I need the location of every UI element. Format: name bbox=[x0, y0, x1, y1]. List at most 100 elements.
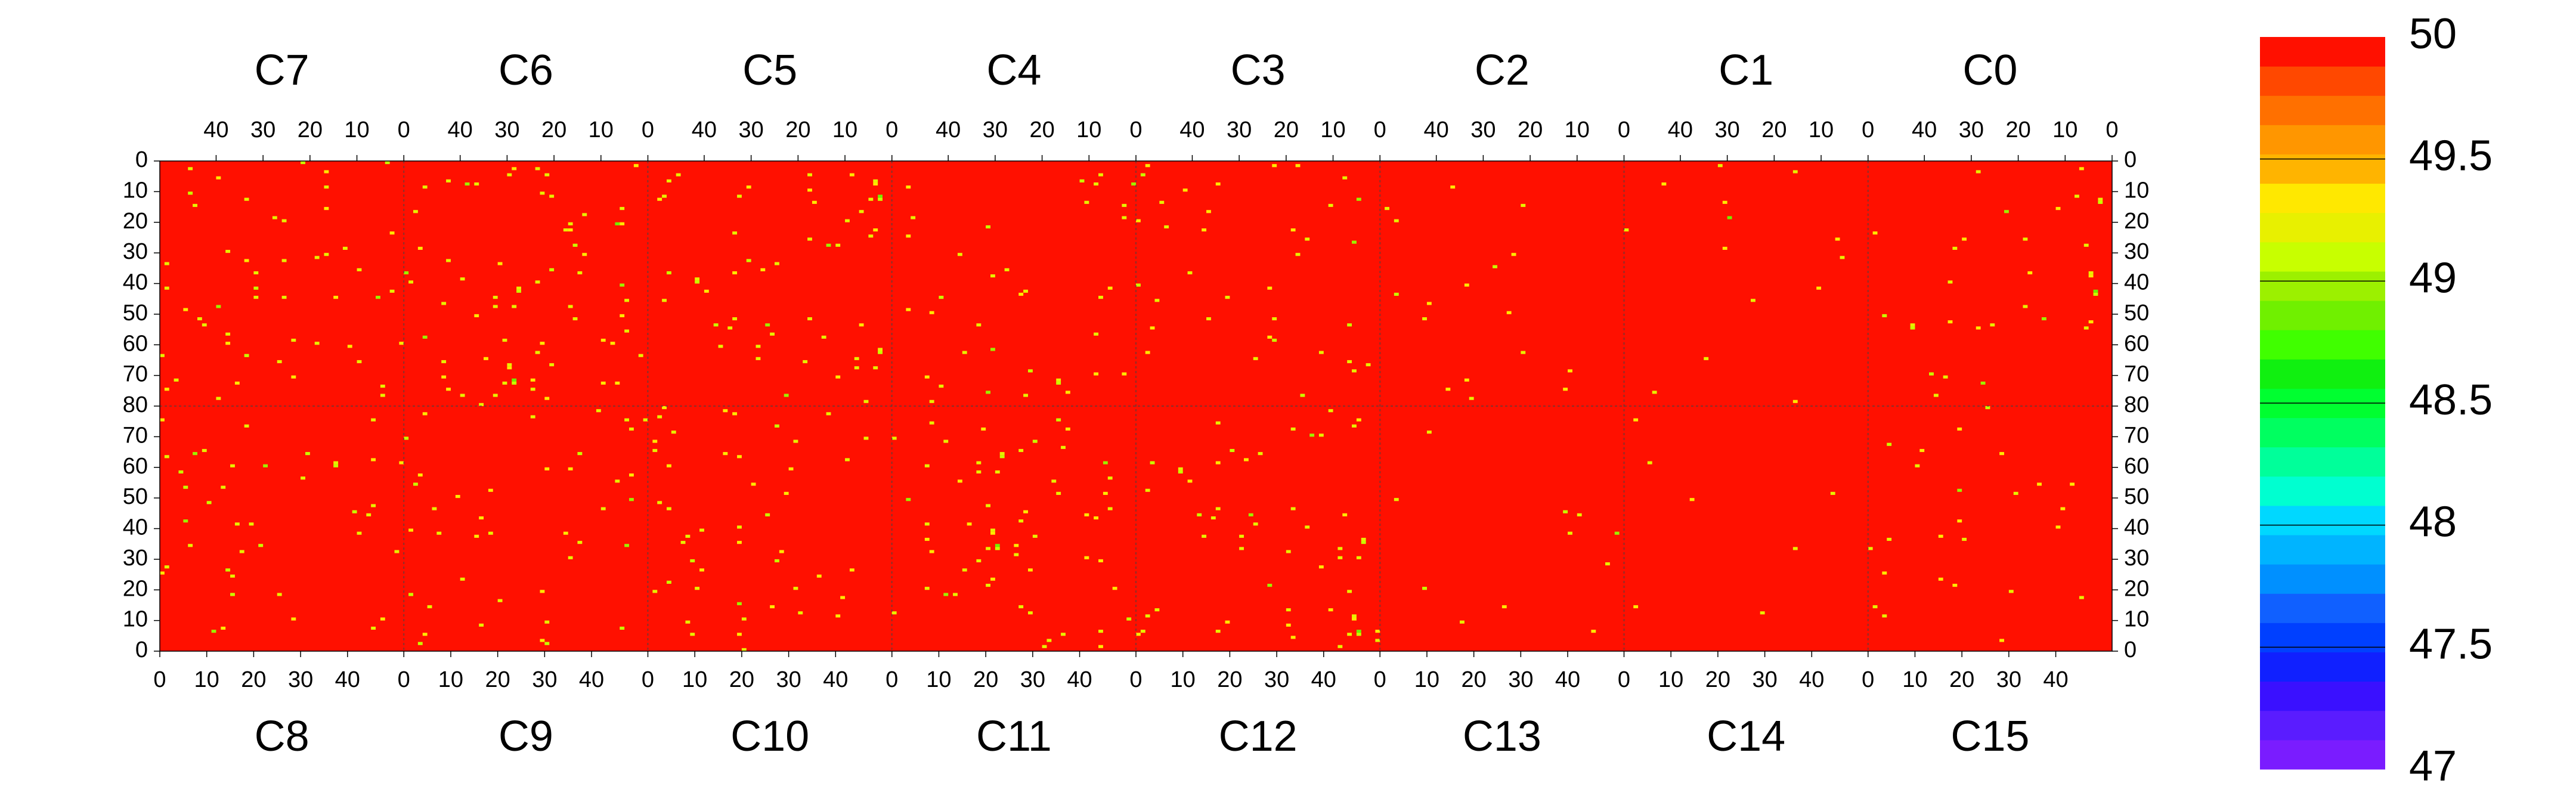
heatmap-cell bbox=[676, 173, 681, 177]
y-tick-label-right: 20 bbox=[2124, 576, 2149, 601]
heatmap-cell bbox=[765, 323, 770, 327]
heatmap-cell bbox=[638, 354, 643, 357]
heatmap-cell bbox=[2079, 596, 2084, 599]
heatmap-cell bbox=[530, 378, 535, 382]
heatmap-cell bbox=[1882, 314, 1887, 318]
heatmap-cell bbox=[427, 605, 432, 609]
heatmap-cell bbox=[324, 185, 329, 189]
x-tick-label-top: 30 bbox=[1470, 117, 1496, 143]
heatmap-cell bbox=[389, 231, 395, 235]
heatmap-cell bbox=[1948, 320, 1953, 324]
heatmap-cell bbox=[1868, 547, 1873, 550]
heatmap-cell bbox=[976, 323, 982, 327]
heatmap-cell bbox=[460, 394, 465, 397]
heatmap-cell bbox=[2088, 271, 2094, 275]
heatmap-cell bbox=[1150, 326, 1155, 330]
heatmap-cell bbox=[2070, 482, 2075, 486]
module-label-top: C5 bbox=[742, 47, 797, 94]
heatmap-cell bbox=[737, 602, 742, 605]
heatmap-cell bbox=[164, 262, 169, 265]
heatmap-cell bbox=[568, 556, 573, 559]
heatmap-cell bbox=[807, 237, 812, 241]
heatmap-cell bbox=[1215, 507, 1221, 510]
heatmap-cell bbox=[488, 488, 493, 492]
heatmap-cell bbox=[741, 648, 747, 651]
outlier-cells bbox=[160, 161, 2103, 651]
heatmap-cell bbox=[160, 571, 165, 575]
y-tick-label-left: 10 bbox=[123, 607, 148, 632]
heatmap-cell bbox=[572, 317, 578, 321]
heatmap-cell bbox=[484, 357, 488, 360]
heatmap-cell bbox=[1563, 510, 1568, 513]
heatmap-cell bbox=[1272, 338, 1277, 342]
x-tick-label-bottom: 0 bbox=[886, 667, 898, 692]
heatmap-cell bbox=[324, 207, 329, 210]
heatmap-cell bbox=[342, 246, 348, 250]
heatmap-cell bbox=[263, 464, 268, 467]
heatmap-cell bbox=[333, 296, 339, 299]
heatmap-cell bbox=[357, 268, 362, 271]
heatmap-cell bbox=[497, 599, 503, 602]
heatmap-cell bbox=[417, 473, 423, 477]
heatmap-cell bbox=[535, 167, 540, 171]
heatmap-cell bbox=[1661, 182, 1667, 186]
x-tick-label-bottom: 10 bbox=[682, 667, 707, 692]
heatmap-cell bbox=[939, 385, 944, 388]
y-tick-label-right: 30 bbox=[2124, 546, 2149, 571]
colorbar-label: 50 bbox=[2409, 10, 2457, 58]
heatmap-cell bbox=[1098, 173, 1103, 177]
heatmap-cell bbox=[737, 455, 742, 459]
heatmap-cell bbox=[775, 262, 779, 265]
heatmap-cell bbox=[1084, 513, 1089, 516]
heatmap-cell bbox=[568, 228, 573, 232]
heatmap-cell bbox=[1342, 513, 1348, 516]
colorbar-segment bbox=[2260, 681, 2385, 711]
heatmap-cell bbox=[479, 623, 484, 627]
module-label-bottom: C11 bbox=[976, 713, 1052, 760]
heatmap-cell bbox=[1286, 550, 1291, 553]
x-tick-label-bottom: 10 bbox=[1902, 667, 1927, 692]
heatmap-cell bbox=[582, 253, 587, 256]
heatmap-cell bbox=[807, 188, 812, 192]
heatmap-cell bbox=[1792, 170, 1798, 174]
colorbar-segment bbox=[2260, 652, 2385, 682]
module-label-bottom: C10 bbox=[730, 713, 809, 760]
heatmap-cell bbox=[404, 436, 409, 440]
heatmap-cell bbox=[981, 427, 986, 431]
heatmap-cell bbox=[1577, 513, 1582, 516]
heatmap-cell bbox=[1014, 553, 1019, 556]
module-label-bottom: C8 bbox=[255, 713, 309, 760]
x-tick-label-top: 40 bbox=[1912, 117, 1937, 143]
x-tick-label-top: 10 bbox=[832, 117, 857, 143]
heatmap-cell bbox=[662, 299, 667, 302]
y-tick-label-left: 0 bbox=[135, 147, 148, 172]
colorbar-label: 47 bbox=[2409, 742, 2457, 790]
heatmap-cell bbox=[1032, 534, 1038, 538]
x-tick-label-top: 40 bbox=[1668, 117, 1693, 143]
heatmap-cell bbox=[891, 436, 897, 440]
colorbar-segment bbox=[2260, 710, 2385, 741]
heatmap-cell bbox=[2088, 320, 2094, 324]
heatmap-cell bbox=[1816, 286, 1822, 290]
heatmap-cell bbox=[1980, 381, 1986, 385]
heatmap-cell bbox=[1126, 617, 1132, 621]
heatmap-cell bbox=[1154, 608, 1160, 612]
heatmap-cell bbox=[878, 197, 883, 201]
heatmap-cell bbox=[234, 522, 240, 526]
heatmap-cell bbox=[1356, 630, 1361, 633]
x-tick-label-bottom: 0 bbox=[1129, 667, 1142, 692]
heatmap-cell bbox=[413, 482, 418, 486]
heatmap-cell bbox=[1318, 565, 1324, 569]
heatmap-cell bbox=[643, 418, 648, 422]
heatmap-cell bbox=[1366, 363, 1371, 367]
y-tick-label-left: 40 bbox=[123, 515, 148, 540]
heatmap-cell bbox=[2083, 326, 2089, 330]
heatmap-cell bbox=[516, 289, 521, 293]
heatmap-cell bbox=[600, 507, 606, 510]
heatmap-cell bbox=[1952, 246, 1958, 250]
heatmap-cell bbox=[600, 338, 606, 342]
x-tick-label-top: 10 bbox=[1076, 117, 1101, 143]
heatmap-cell bbox=[812, 200, 817, 204]
x-tick-label-bottom: 0 bbox=[642, 667, 654, 692]
heatmap-cell bbox=[544, 620, 550, 624]
